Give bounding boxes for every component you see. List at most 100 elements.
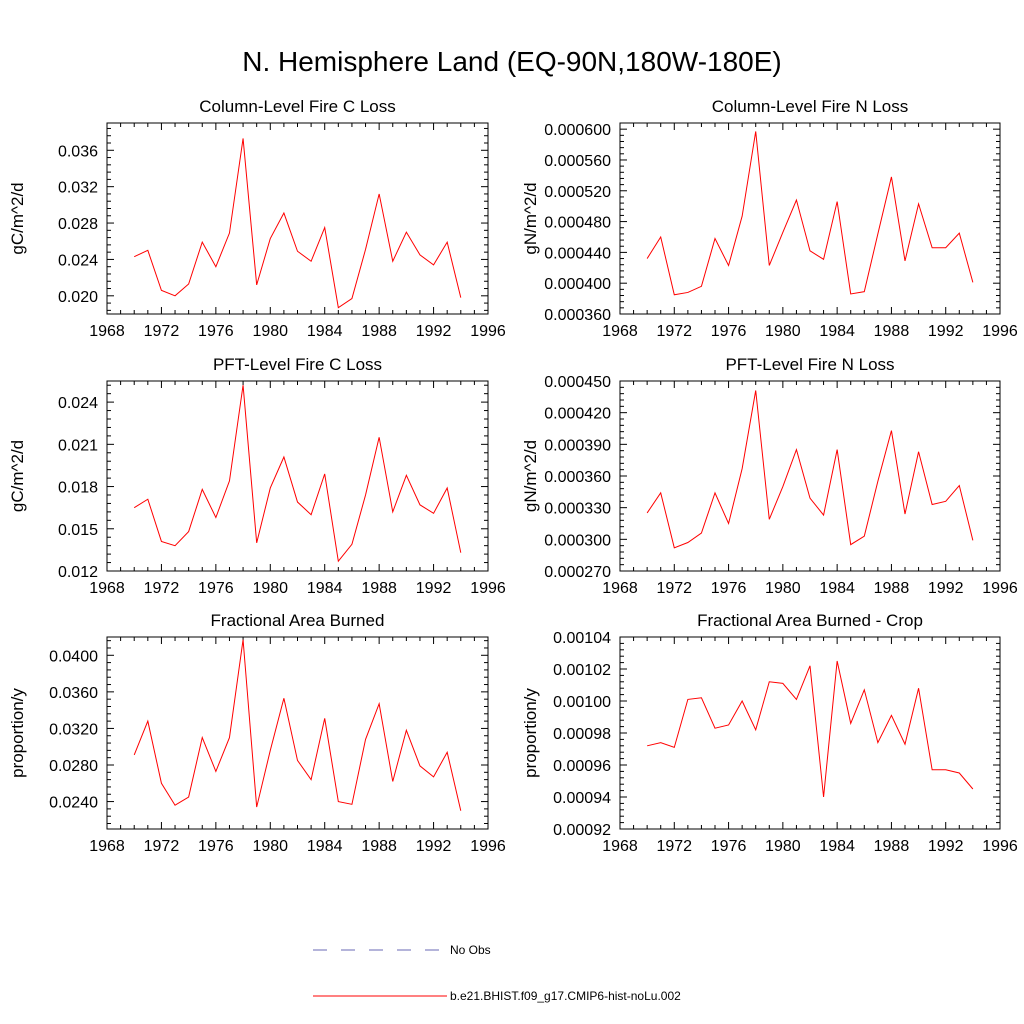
y-tick-label: 0.000360 <box>544 307 611 324</box>
plot-frame <box>106 636 489 830</box>
y-tick-label: 0.000450 <box>544 374 611 391</box>
chart-panel-6: Fractional Area Burned - Crop proportion/… <box>521 611 1018 855</box>
plot-frame <box>106 122 489 315</box>
y-tick-label: 0.024 <box>58 252 98 269</box>
y-axis-label: proportion/y <box>8 688 27 778</box>
y-tick-label: 0.020 <box>58 289 98 306</box>
y-tick-label: 0.015 <box>58 522 98 539</box>
x-tick-label: 1976 <box>711 580 747 597</box>
x-tick-label: 1968 <box>602 580 638 597</box>
y-tick-label: 0.000440 <box>544 245 611 262</box>
series-line <box>646 131 974 296</box>
panel-title: Fractional Area Burned - Crop <box>697 611 923 630</box>
panel-title: Fractional Area Burned <box>211 611 385 630</box>
x-tick-label: 1996 <box>470 838 506 855</box>
x-tick-label: 1984 <box>307 323 343 340</box>
x-tick-label: 1980 <box>765 838 801 855</box>
y-tick-label: 0.00092 <box>553 822 611 839</box>
x-tick-label: 1968 <box>602 838 638 855</box>
y-tick-label: 0.036 <box>58 143 98 160</box>
x-tick-label: 1988 <box>361 838 397 855</box>
y-tick-label: 0.000390 <box>544 437 611 454</box>
x-tick-label: 1988 <box>361 323 397 340</box>
x-tick-label: 1972 <box>144 323 180 340</box>
y-tick-label: 0.012 <box>58 564 98 581</box>
x-tick-label: 1984 <box>819 580 855 597</box>
chart-panel-3: PFT-Level Fire C Loss gC/m^2/d 1968 1972 197… <box>8 355 506 597</box>
y-tick-label: 0.00104 <box>553 630 611 647</box>
y-tick-label: 0.000270 <box>544 564 611 581</box>
x-tick-label: 1972 <box>144 838 180 855</box>
x-tick-label: 1968 <box>602 323 638 340</box>
x-tick-label: 1972 <box>656 580 692 597</box>
x-tick-label: 1992 <box>928 580 964 597</box>
chart-panel-5: Fractional Area Burned proportion/y 1968 19… <box>8 611 506 855</box>
y-tick-label: 0.0360 <box>49 685 98 702</box>
panel-title: Column-Level Fire C Loss <box>199 97 396 116</box>
legend-label-model-run: b.e21.BHIST.f09_g17.CMIP6-hist-noLu.002 <box>450 989 681 1003</box>
legend-label-no-obs: No Obs <box>450 943 491 957</box>
x-tick-label: 1988 <box>361 580 397 597</box>
y-tick-label: 0.000420 <box>544 406 611 423</box>
y-tick-label: 0.00100 <box>553 694 611 711</box>
x-tick-label: 1980 <box>252 580 288 597</box>
x-tick-label: 1984 <box>819 323 855 340</box>
x-tick-label: 1968 <box>89 838 125 855</box>
x-tick-label: 1988 <box>874 323 910 340</box>
y-tick-label: 0.024 <box>58 395 98 412</box>
y-tick-label: 0.028 <box>58 216 98 233</box>
plot-frame <box>619 122 1001 315</box>
series-line <box>647 660 974 798</box>
y-tick-label: 0.021 <box>58 437 98 454</box>
x-tick-label: 1976 <box>198 580 234 597</box>
x-tick-label: 1980 <box>252 838 288 855</box>
x-tick-label: 1976 <box>711 323 747 340</box>
series-line <box>646 390 974 549</box>
x-tick-label: 1968 <box>89 580 125 597</box>
chart-panel-1: Column-Level Fire C Loss gC/m^2/d 1968 1972… <box>8 97 506 340</box>
panel-title: PFT-Level Fire N Loss <box>725 355 894 374</box>
chart-panels: Column-Level Fire C Loss gC/m^2/d 1968 1972… <box>8 97 1018 855</box>
y-tick-label: 0.032 <box>58 180 98 197</box>
y-tick-label: 0.0240 <box>49 795 98 812</box>
x-tick-label: 1980 <box>765 580 801 597</box>
y-tick-label: 0.00098 <box>553 726 611 743</box>
x-tick-label: 1996 <box>982 323 1018 340</box>
x-tick-label: 1996 <box>982 580 1018 597</box>
page-title: N. Hemisphere Land (EQ-90N,180W-180E) <box>242 46 782 77</box>
y-tick-label: 0.000360 <box>544 469 611 486</box>
x-tick-label: 1992 <box>928 323 964 340</box>
panel-title: Column-Level Fire N Loss <box>712 97 909 116</box>
y-tick-label: 0.0400 <box>49 648 98 665</box>
y-tick-label: 0.000300 <box>544 532 611 549</box>
legend-entry-no-obs: No Obs <box>313 943 491 957</box>
chart-panel-2: Column-Level Fire N Loss gN/m^2/d 1968 1972… <box>521 97 1018 340</box>
y-tick-label: 0.0320 <box>49 721 98 738</box>
x-tick-label: 1992 <box>416 323 452 340</box>
x-tick-label: 1996 <box>982 838 1018 855</box>
y-axis-label: gN/m^2/d <box>521 440 540 512</box>
y-tick-label: 0.00094 <box>553 790 611 807</box>
y-axis-label: proportion/y <box>521 688 540 778</box>
y-axis-label: gN/m^2/d <box>521 182 540 254</box>
y-tick-label: 0.000480 <box>544 215 611 232</box>
y-axis-label: gC/m^2/d <box>8 182 27 254</box>
x-tick-label: 1984 <box>307 580 343 597</box>
x-tick-label: 1996 <box>470 580 506 597</box>
y-tick-label: 0.0280 <box>49 758 98 775</box>
y-tick-label: 0.000560 <box>544 153 611 170</box>
x-tick-label: 1992 <box>416 838 452 855</box>
legend: No Obs b.e21.BHIST.f09_g17.CMIP6-hist-no… <box>313 943 681 1003</box>
y-tick-label: 0.00102 <box>553 662 611 679</box>
x-tick-label: 1976 <box>711 838 747 855</box>
x-tick-label: 1976 <box>198 323 234 340</box>
x-tick-label: 1972 <box>656 323 692 340</box>
series-line <box>133 639 462 811</box>
panel-title: PFT-Level Fire C Loss <box>213 355 382 374</box>
y-tick-label: 0.018 <box>58 480 98 497</box>
y-tick-label: 0.000330 <box>544 501 611 518</box>
x-tick-label: 1980 <box>765 323 801 340</box>
x-tick-label: 1984 <box>819 838 855 855</box>
y-axis-label: gC/m^2/d <box>8 440 27 512</box>
